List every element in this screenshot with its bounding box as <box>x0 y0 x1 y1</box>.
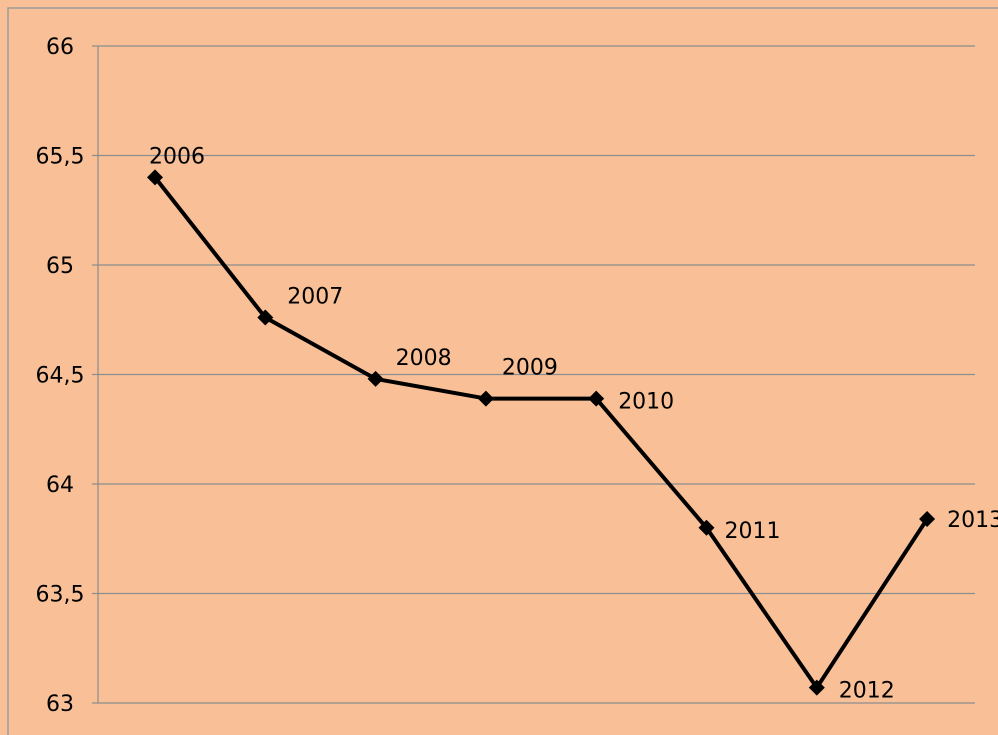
data-point-2013 <box>919 511 936 528</box>
data-label-2011: 2011 <box>725 519 781 544</box>
y-tick-label: 63,5 <box>36 583 85 608</box>
data-label-2013: 2013 <box>947 508 998 533</box>
data-point-2007 <box>257 309 274 326</box>
chart-border <box>7 7 998 735</box>
y-tick-label: 64,5 <box>36 364 85 389</box>
series-line <box>153 176 929 690</box>
data-point-2008 <box>367 370 384 387</box>
data-label-2006: 2006 <box>149 144 205 169</box>
series-line-group <box>153 176 929 690</box>
gridlines <box>98 45 975 704</box>
data-point-2009 <box>477 390 494 407</box>
y-axis: 63 63,5 64 64,5 65 65,5 66 <box>36 35 99 717</box>
y-tick-label: 66 <box>46 35 74 60</box>
data-label-2010: 2010 <box>618 390 674 415</box>
data-point-2010 <box>588 390 605 407</box>
data-label-2012: 2012 <box>839 679 895 704</box>
y-tick-label: 65,5 <box>36 145 85 170</box>
data-point-2011 <box>698 519 715 536</box>
data-label-2008: 2008 <box>396 346 452 371</box>
data-point-2012 <box>808 679 825 696</box>
data-label-2009: 2009 <box>502 356 558 381</box>
y-tick-label: 64 <box>46 473 74 498</box>
y-tick-label: 65 <box>46 254 74 279</box>
data-label-2007: 2007 <box>287 285 343 310</box>
data-labels: 2006 2007 2008 2009 2010 2011 2012 2013 <box>149 144 998 703</box>
data-markers <box>147 169 936 696</box>
y-tick-label: 63 <box>46 692 74 717</box>
data-point-2006 <box>147 169 163 186</box>
